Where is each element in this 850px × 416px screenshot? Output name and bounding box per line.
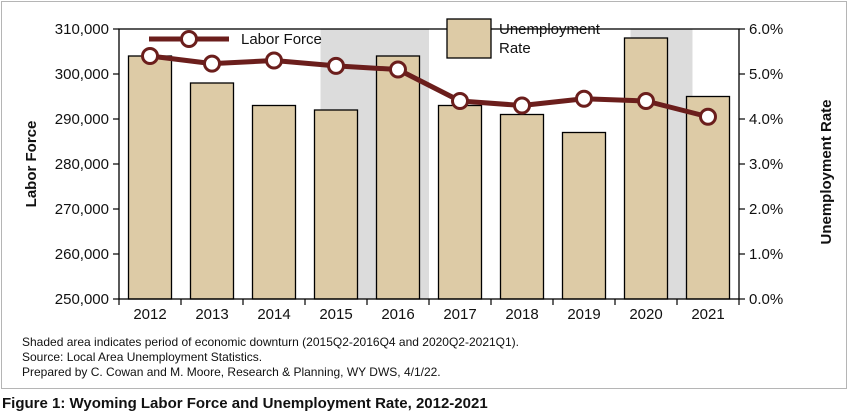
- bar-2019: [561, 131, 607, 300]
- y-axis-title-left: Labor Force: [23, 121, 40, 208]
- labor-force-point-2013: [203, 54, 221, 73]
- y-tick-label-left: 270,000: [55, 201, 109, 218]
- labor-force-point-2017: [451, 92, 469, 110]
- y-tick-label-right: 4.0%: [749, 111, 783, 128]
- legend-label-rate: Rate: [499, 40, 531, 57]
- legend-label-unemployment: Unemployment: [499, 21, 601, 38]
- y-tick-label-right: 2.0%: [749, 201, 783, 218]
- y-tick-label-left: 300,000: [55, 66, 109, 83]
- bar-2021: [685, 95, 731, 300]
- bar-2018: [499, 113, 545, 300]
- x-tick-label: 2018: [505, 306, 538, 323]
- y-tick-label-right: 3.0%: [749, 156, 783, 173]
- combo-chart: 250,000 260,000 270,000 280,000 290,000 300,0…: [23, 18, 835, 323]
- labor-force-point-2016: [389, 60, 407, 79]
- x-tick-label: 2017: [443, 306, 476, 323]
- legend-marker-swatch: [180, 30, 198, 48]
- bar-2013: [189, 82, 235, 300]
- y-tick-label-right: 0.0%: [749, 291, 783, 308]
- figure-frame: 250,000 260,000 270,000 280,000 290,000 300,0…: [1, 1, 847, 389]
- axis-layer: 250,000 260,000 270,000 280,000 290,000 300,0…: [55, 21, 783, 323]
- bar-2016: [375, 55, 421, 300]
- labor-force-line: [149, 53, 709, 120]
- y-tick-label-left: 280,000: [55, 156, 109, 173]
- note-prepared-by: Prepared by C. Cowan and M. Moore, Resea…: [22, 365, 441, 379]
- y-tick-label-left: 290,000: [55, 111, 109, 128]
- y-tick-label-left: 250,000: [55, 291, 109, 308]
- labor-force-point-2021: [699, 107, 717, 126]
- x-tick-label: 2019: [567, 306, 600, 323]
- labor-force-point-2018: [513, 96, 531, 115]
- x-tick-label: 2012: [133, 306, 166, 323]
- bar-2015: [313, 109, 359, 300]
- y-tick-label-right: 1.0%: [749, 246, 783, 263]
- y-tick-label-left: 310,000: [55, 21, 109, 38]
- legend-bar-swatch: [446, 18, 492, 59]
- y-axis-title-right: Unemployment Rate: [818, 99, 835, 244]
- x-tick-label: 2014: [257, 306, 290, 323]
- y-tick-label-right: 6.0%: [749, 21, 783, 38]
- bar-layer: [127, 37, 731, 300]
- legend-label-labor-force: Labor Force: [241, 31, 322, 48]
- labor-force-point-2014: [265, 51, 283, 70]
- note-source: Source: Local Area Unemployment Statisti…: [22, 350, 263, 364]
- figure-caption: Figure 1: Wyoming Labor Force and Unempl…: [2, 395, 488, 412]
- chart-notes: Shaded area indicates period of economic…: [22, 335, 519, 380]
- x-tick-label: 2016: [381, 306, 414, 323]
- y-tick-label-left: 260,000: [55, 246, 109, 263]
- x-tick-label: 2021: [691, 306, 724, 323]
- x-tick-label: 2020: [629, 306, 662, 323]
- y-tick-label-right: 5.0%: [749, 66, 783, 83]
- x-tick-label: 2015: [319, 306, 352, 323]
- bar-2020: [623, 37, 669, 300]
- labor-force-point-2015: [327, 56, 345, 75]
- bar-2012: [127, 55, 173, 300]
- bar-2014: [251, 104, 297, 300]
- labor-force-point-2019: [575, 89, 593, 108]
- line-layer: [141, 47, 717, 126]
- note-shading: Shaded area indicates period of economic…: [22, 335, 519, 349]
- legend: Labor Force Unemployment Rate: [149, 18, 601, 59]
- x-tick-label: 2013: [195, 306, 228, 323]
- bar-2017: [437, 104, 483, 300]
- labor-force-point-2020: [637, 92, 655, 110]
- labor-force-point-2012: [141, 47, 159, 65]
